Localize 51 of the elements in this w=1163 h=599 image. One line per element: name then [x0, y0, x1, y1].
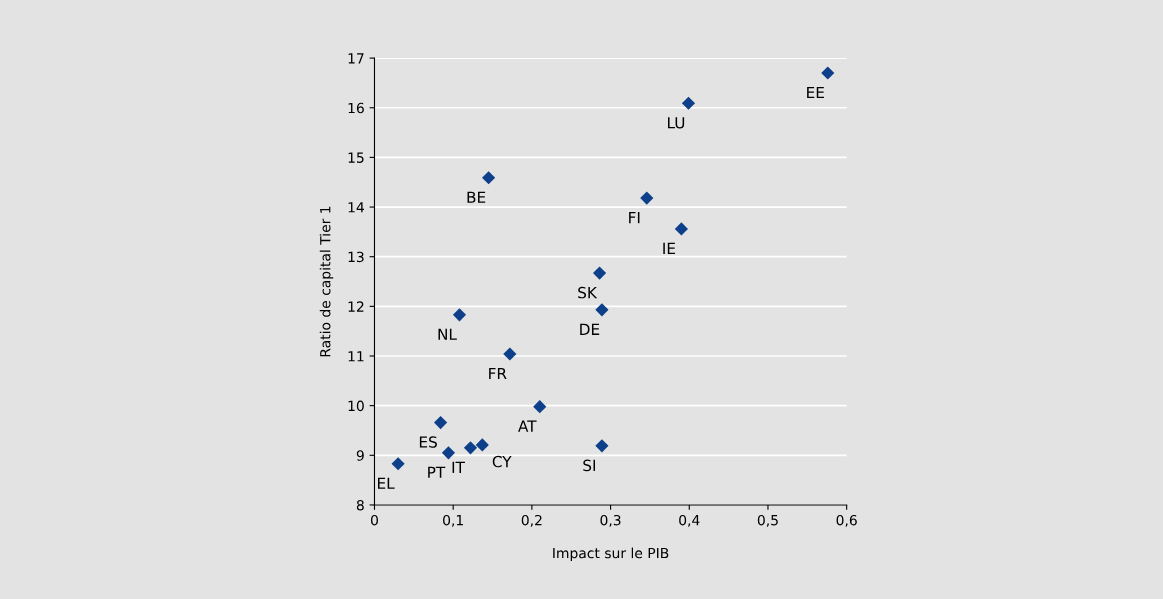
annotation: EL	[378, 477, 395, 489]
x-axis-title: Impact sur le PIB	[553, 547, 669, 562]
y-tick-label: 12	[348, 301, 364, 312]
y-axis-title: Ratio de capital Tier 1	[319, 206, 334, 357]
point	[463, 441, 478, 455]
y-tick-label: 8	[356, 499, 364, 511]
annotation: ES	[419, 436, 437, 448]
y-tick-label: 14	[348, 202, 364, 213]
point	[475, 438, 489, 452]
annotation: SI	[583, 459, 596, 472]
point	[595, 439, 609, 453]
annotation: LU	[668, 117, 685, 129]
annotation: IE	[663, 242, 675, 254]
y-tick-label: 15	[348, 152, 364, 163]
x-tick-label: 0,2	[521, 514, 542, 527]
point	[391, 457, 405, 471]
point	[533, 400, 547, 414]
annotation: PT	[428, 466, 446, 478]
x-tick-label: 0	[370, 514, 378, 526]
y-tick-label: 11	[348, 351, 364, 362]
annotation: IT	[452, 461, 465, 473]
point	[482, 171, 496, 185]
point	[452, 308, 467, 322]
x-tick-label: 0,4	[679, 514, 700, 527]
y-tick-label: 13	[348, 251, 364, 263]
point	[441, 446, 456, 460]
point	[681, 96, 696, 110]
annotation: FI	[629, 212, 640, 224]
point	[503, 347, 517, 361]
x-tick-label: 0,3	[600, 514, 621, 527]
point	[640, 191, 654, 205]
annotation: CY	[492, 455, 512, 468]
y-tick-label: 16	[348, 102, 364, 114]
point	[595, 303, 609, 317]
annotation: SK	[578, 286, 598, 299]
annotation: BE	[467, 191, 486, 203]
annotation: FR	[489, 367, 507, 380]
y-tick-label: 9	[356, 450, 364, 461]
point	[592, 266, 607, 280]
annotation: AT	[518, 420, 537, 432]
annotation: NL	[438, 328, 457, 340]
point	[434, 415, 448, 430]
annotation: DE	[580, 323, 600, 335]
point	[821, 66, 835, 80]
x-tick-label: 0,6	[836, 514, 857, 527]
y-tick-label: 17	[348, 53, 364, 64]
point	[674, 222, 688, 236]
y-tick-label: 10	[348, 400, 364, 412]
x-tick-label: 0,1	[443, 514, 463, 527]
annotation: EE	[807, 86, 824, 99]
x-tick-label: 0,5	[757, 514, 778, 527]
